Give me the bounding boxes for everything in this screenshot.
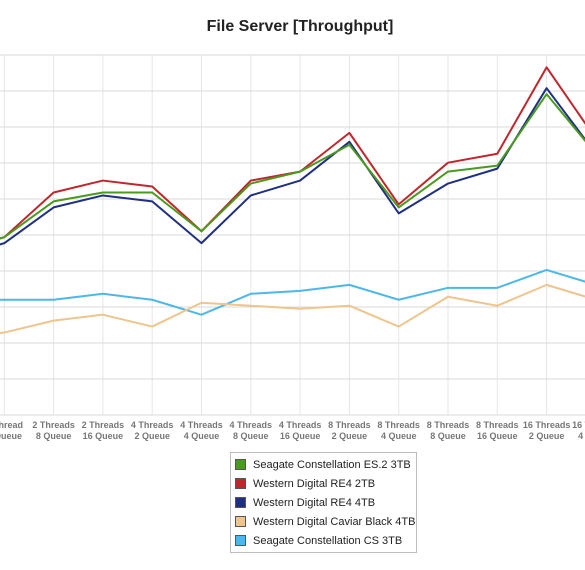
x-tick-label: 8 Threads 16 Queue [476,420,519,441]
x-tick-label: 2 Threads 8 Queue [32,420,75,441]
series-line [0,93,585,240]
legend-swatch [235,516,246,527]
legend-label: Western Digital RE4 2TB [253,477,376,490]
x-tick-label: 1 Thread2 Queue [0,420,23,441]
x-tick-label: 4 Threads 4 Queue [180,420,223,441]
chart-title: File Server [Throughput] [206,18,394,35]
legend-item: Western Digital Caviar Black 4TB [231,512,416,531]
legend: Seagate Constellation ES.2 3TB Western Di… [230,452,417,553]
x-tick-label: 4 Threads 8 Queue [230,420,273,441]
legend-label: Seagate Constellation CS 3TB [253,534,403,547]
x-tick-label: 2 Threads 16 Queue [82,420,125,441]
legend-swatch [235,478,246,489]
legend-item: Seagate Constellation ES.2 3TB [231,455,416,474]
x-tick-label: 4 Threads 2 Queue [131,420,174,441]
x-tick-label: 8 Threads 4 Queue [377,420,420,441]
x-tick-label: 8 Threads 8 Queue [427,420,470,441]
x-tick-label: 4 Threads 16 Queue [279,420,322,441]
legend-label: Seagate Constellation ES.2 3TB [253,458,411,471]
series-line [0,283,585,335]
x-tick-label: 8 Threads 2 Queue [328,420,371,441]
x-tick-label: 16 Threads 2 Queue [523,420,571,441]
grid-lines [0,54,585,416]
legend-swatch [235,497,246,508]
series-line [0,268,585,316]
legend-swatch [235,459,246,470]
legend-item: Western Digital RE4 2TB [231,474,416,493]
legend-item: Seagate Constellation CS 3TB [231,531,416,550]
series-lines [0,66,585,335]
legend-label: Western Digital RE4 4TB [253,496,376,509]
legend-swatch [235,535,246,546]
legend-label: Western Digital Caviar Black 4TB [253,515,416,528]
legend-item: Western Digital RE4 4TB [231,493,416,512]
series-line [0,87,585,246]
series-line [0,66,585,240]
